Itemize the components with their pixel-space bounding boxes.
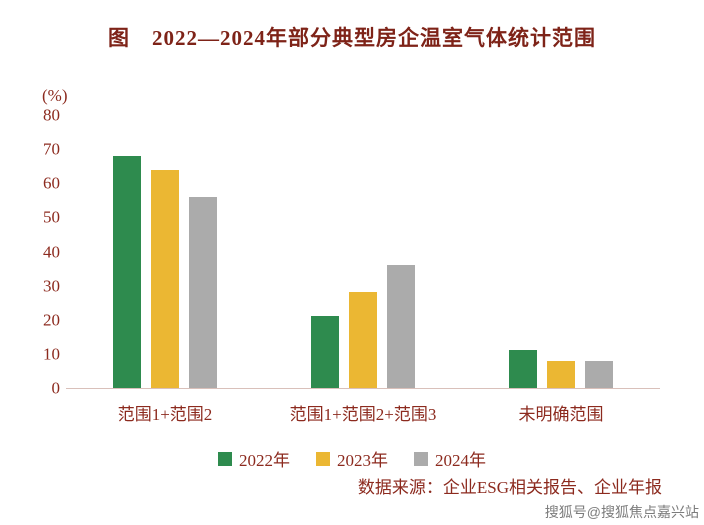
y-tick-label: 50 bbox=[43, 207, 60, 227]
bar-2022年-范围1+范围2 bbox=[113, 155, 141, 388]
legend-item: 2023年 bbox=[316, 446, 388, 471]
y-axis: 0 10 20 30 40 50 60 70 80 bbox=[18, 107, 60, 397]
bar-2024年-范围1+范围2+范围3 bbox=[387, 265, 415, 388]
legend-swatch-icon bbox=[414, 451, 428, 466]
bar-2023年-范围1+范围2 bbox=[151, 169, 179, 388]
category-label: 未明确范围 bbox=[518, 405, 604, 424]
category-label: 范围1+范围2 bbox=[117, 405, 213, 424]
bar-group bbox=[264, 115, 462, 388]
watermark-text: 搜狐号@搜狐焦点嘉兴站 bbox=[544, 504, 699, 520]
y-tick-label: 20 bbox=[43, 310, 60, 330]
legend-swatch-icon bbox=[316, 451, 330, 466]
category-labels: 范围1+范围2 范围1+范围2+范围3 未明确范围 bbox=[66, 389, 660, 425]
y-axis-unit-label: (%) bbox=[42, 86, 68, 105]
bar-2023年-范围1+范围2+范围3 bbox=[349, 292, 377, 388]
y-tick-label: 60 bbox=[43, 173, 60, 193]
chart-title: 图 2022—2024年部分典型房企温室气体统计范围 bbox=[108, 26, 596, 50]
bar-2022年-范围1+范围2+范围3 bbox=[311, 316, 339, 388]
y-tick-label: 30 bbox=[43, 276, 60, 296]
data-source-text: 数据来源：企业ESG相关报告、企业年报 bbox=[357, 478, 662, 497]
y-tick-label: 70 bbox=[43, 139, 60, 159]
legend-label: 2022年 bbox=[239, 451, 290, 470]
y-tick-label: 10 bbox=[43, 344, 60, 364]
legend-item: 2022年 bbox=[218, 446, 290, 471]
bar-2022年-未明确范围 bbox=[509, 350, 537, 388]
legend-item: 2024年 bbox=[414, 446, 486, 471]
bar-2023年-未明确范围 bbox=[547, 360, 575, 388]
y-tick-label: 0 bbox=[51, 378, 61, 398]
y-tick-label: 80 bbox=[43, 105, 60, 125]
bar-group bbox=[66, 115, 264, 388]
bar-2024年-范围1+范围2 bbox=[189, 196, 217, 388]
bar-2024年-未明确范围 bbox=[585, 360, 613, 388]
y-tick-label: 40 bbox=[43, 242, 60, 261]
category-label: 范围1+范围2+范围3 bbox=[289, 405, 437, 424]
bar-chart: 范围1+范围2 范围1+范围2+范围3 未明确范围 bbox=[66, 115, 660, 425]
legend: 2022年 2023年 2024年 bbox=[0, 446, 704, 471]
plot-area bbox=[66, 115, 660, 389]
legend-label: 2024年 bbox=[435, 451, 486, 470]
legend-label: 2023年 bbox=[337, 451, 388, 470]
legend-swatch-icon bbox=[218, 451, 232, 466]
bar-group bbox=[462, 115, 660, 388]
